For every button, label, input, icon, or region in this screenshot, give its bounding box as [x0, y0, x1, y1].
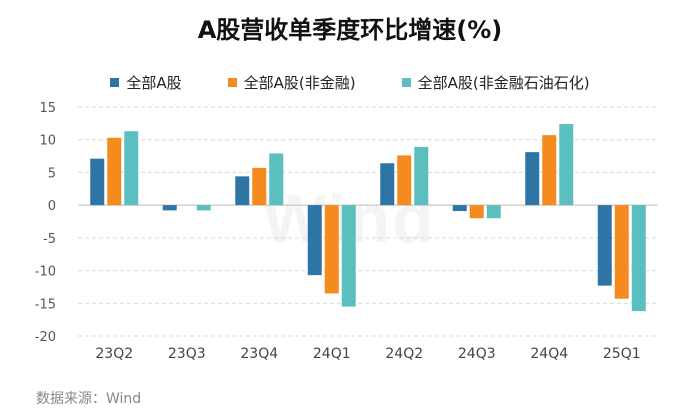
- y-tick-label: -5: [43, 232, 56, 247]
- legend-item-all-a: 全部A股: [110, 72, 182, 93]
- x-tick-label: 23Q3: [168, 346, 206, 362]
- bar: [597, 205, 612, 286]
- bar: [486, 205, 501, 219]
- bar: [307, 205, 322, 276]
- bar: [252, 167, 267, 206]
- bar: [614, 205, 629, 299]
- bar: [196, 205, 211, 211]
- legend-swatch: [401, 78, 411, 87]
- y-tick-label: -15: [35, 297, 56, 312]
- bar: [324, 205, 339, 294]
- chart-title: A股营收单季度环比增速(%): [197, 16, 503, 44]
- bar: [397, 155, 412, 206]
- bar: [469, 205, 484, 219]
- bar: [269, 153, 284, 206]
- y-tick-label: 10: [39, 134, 56, 149]
- bar: [559, 124, 574, 206]
- bar: [124, 131, 139, 206]
- source-note: 数据来源：Wind: [36, 391, 142, 407]
- x-tick-label: 24Q1: [313, 346, 351, 362]
- legend: 全部A股 全部A股(非金融) 全部A股(非金融石油石化): [0, 72, 700, 93]
- bar: [90, 158, 105, 206]
- bar: [380, 163, 395, 206]
- y-tick-label: 15: [39, 101, 56, 116]
- y-tick-label: -10: [35, 265, 56, 280]
- y-tick-label: 5: [48, 166, 56, 181]
- bar: [631, 205, 646, 312]
- bar: [107, 137, 122, 206]
- bar: [414, 146, 429, 206]
- legend-label: 全部A股: [126, 74, 182, 92]
- y-tick-label: 0: [48, 199, 56, 214]
- x-tick-label: 25Q1: [603, 346, 641, 362]
- legend-swatch: [227, 78, 237, 87]
- x-tick-label: 24Q4: [530, 346, 568, 362]
- x-tick-label: 23Q2: [95, 346, 133, 362]
- bar: [162, 205, 177, 211]
- bar: [452, 205, 467, 212]
- x-tick-label: 23Q4: [240, 346, 278, 362]
- legend-label: 全部A股(非金融石油石化): [417, 74, 590, 92]
- legend-label: 全部A股(非金融): [243, 74, 356, 92]
- legend-swatch: [110, 78, 120, 87]
- y-tick-label: -20: [35, 330, 56, 345]
- legend-item-non-financial-petro: 全部A股(非金融石油石化): [401, 72, 590, 93]
- bar: [341, 205, 356, 307]
- bar: [525, 152, 540, 206]
- bar: [542, 135, 557, 206]
- x-tick-label: 24Q2: [385, 346, 423, 362]
- x-tick-label: 24Q3: [458, 346, 496, 362]
- legend-item-non-financial: 全部A股(非金融): [227, 72, 356, 93]
- bar: [235, 176, 250, 206]
